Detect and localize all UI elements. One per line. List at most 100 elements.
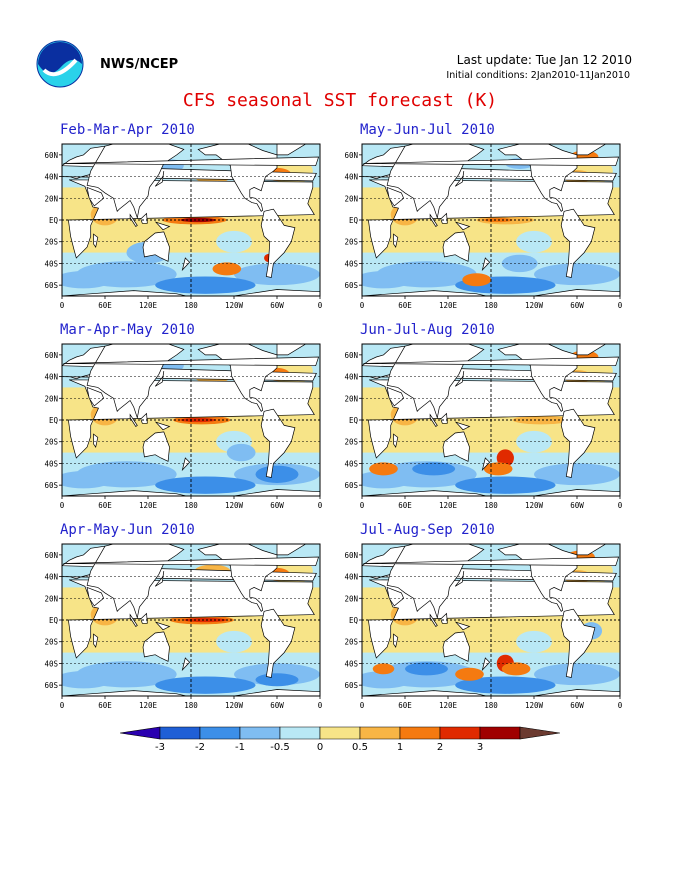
land-mass <box>442 631 470 662</box>
lat-tick-label: 60N <box>344 151 358 160</box>
sst-anomaly-region <box>255 465 299 483</box>
last-update: Last update: Tue Jan 12 2010 <box>456 53 632 67</box>
lat-tick-label: EQ <box>49 216 59 225</box>
land-mass <box>386 586 405 607</box>
lat-tick-label: 20S <box>44 238 58 247</box>
colorbar-swatch <box>439 726 481 740</box>
colorbar-tick-label: -0.5 <box>270 742 290 753</box>
lon-tick-label: 120W <box>225 301 244 310</box>
land-mass <box>393 633 399 648</box>
lon-tick-label: 180 <box>484 301 498 310</box>
sst-anomaly-region <box>62 671 113 689</box>
sst-anomaly-region <box>455 476 556 494</box>
land-mass <box>62 289 320 296</box>
land-mass <box>576 344 607 356</box>
sst-anomaly-region <box>516 230 552 253</box>
colorbar-tick-label: 1 <box>397 742 403 753</box>
lat-tick-label: 60S <box>344 281 358 290</box>
lon-tick-label: 120W <box>225 501 244 510</box>
lon-tick-label: 0 <box>618 701 623 710</box>
lon-tick-label: 0 <box>618 501 623 510</box>
lat-tick-label: 40S <box>344 259 358 268</box>
land-mass <box>181 457 191 472</box>
sst-anomaly-region <box>455 667 484 681</box>
land-mass <box>386 186 405 207</box>
lat-tick-label: 60S <box>344 481 358 490</box>
land-mass <box>560 208 596 278</box>
noaa-logo-icon <box>36 40 84 88</box>
lat-tick-label: 60S <box>44 681 58 690</box>
land-mass <box>576 144 607 156</box>
lat-tick-label: 40N <box>44 373 58 382</box>
land-mass <box>560 408 596 478</box>
lat-tick-label: 40S <box>44 259 58 268</box>
land-mass <box>260 208 296 278</box>
lat-tick-label: 40S <box>44 659 58 668</box>
land-mass <box>560 608 596 678</box>
lat-tick-label: 40N <box>344 573 358 582</box>
land-mass <box>140 612 148 624</box>
colorbar-swatch <box>279 726 321 740</box>
land-mass <box>142 631 170 662</box>
land-mass <box>429 413 438 428</box>
lon-tick-label: 60E <box>98 501 112 510</box>
land-mass <box>481 657 491 672</box>
land-mass <box>154 421 171 431</box>
lat-tick-label: EQ <box>349 416 359 425</box>
sst-anomaly-region <box>212 262 242 276</box>
colorbar-swatch <box>319 726 361 740</box>
land-mass <box>86 186 105 207</box>
sst-anomaly-region <box>226 443 256 462</box>
land-mass <box>386 386 405 407</box>
lon-tick-label: 120W <box>525 301 544 310</box>
panel-title-mam: Mar-Apr-May 2010 <box>60 322 195 338</box>
lat-tick-label: 20N <box>344 394 358 403</box>
land-mass <box>440 412 448 424</box>
lat-tick-label: EQ <box>349 216 359 225</box>
lat-tick-label: 60N <box>44 551 58 560</box>
lat-tick-label: 20S <box>344 638 358 647</box>
land-mass <box>154 571 165 587</box>
lat-tick-label: 60S <box>44 481 58 490</box>
lon-tick-label: 0 <box>318 701 323 710</box>
land-mass <box>181 257 191 272</box>
sst-map-mam: 60N 40N 20N EQ 20S 40S 60S 0 60E 120E 180 120W 60W 0 <box>38 338 328 518</box>
land-mass <box>129 613 138 628</box>
land-mass <box>362 689 620 696</box>
lon-tick-label: 0 <box>60 501 65 510</box>
lon-tick-label: 0 <box>60 301 65 310</box>
lon-tick-label: 60W <box>570 501 584 510</box>
sst-anomaly-region <box>362 271 413 289</box>
colorbar-tick-label: -3 <box>155 742 165 753</box>
land-mass <box>276 344 307 356</box>
colorbar-swatch <box>159 726 201 740</box>
land-mass <box>86 386 105 407</box>
sst-anomaly-region <box>362 671 413 689</box>
lat-tick-label: EQ <box>349 616 359 625</box>
land-mass <box>62 689 320 696</box>
lat-tick-label: 60S <box>344 681 358 690</box>
lat-tick-label: 40N <box>344 173 358 182</box>
lat-tick-label: 40S <box>44 459 58 468</box>
land-mass <box>181 657 191 672</box>
lat-tick-label: 20N <box>344 194 358 203</box>
lat-tick-label: 60N <box>44 151 58 160</box>
lat-tick-label: 40N <box>44 173 58 182</box>
colorbar-tick-label: 3 <box>477 742 483 753</box>
lat-tick-label: 60N <box>44 351 58 360</box>
land-mass <box>86 586 105 607</box>
sst-map-fma: 60N 40N 20N EQ 20S 40S 60S 0 60E 120E 180 120W 60W 0 <box>38 138 328 318</box>
lon-tick-label: 120W <box>225 701 244 710</box>
lon-tick-label: 0 <box>360 701 365 710</box>
lon-tick-label: 0 <box>318 301 323 310</box>
land-mass <box>440 212 448 224</box>
sst-anomaly-region <box>516 630 552 653</box>
sst-anomaly-region <box>183 617 227 623</box>
lon-tick-label: 180 <box>184 301 198 310</box>
lon-tick-label: 120W <box>525 501 544 510</box>
lon-tick-label: 120W <box>525 701 544 710</box>
land-mass <box>454 621 471 631</box>
lat-tick-label: 40N <box>44 573 58 582</box>
lon-tick-label: 120E <box>439 701 458 710</box>
panel-title-amj: Apr-May-Jun 2010 <box>60 522 195 538</box>
